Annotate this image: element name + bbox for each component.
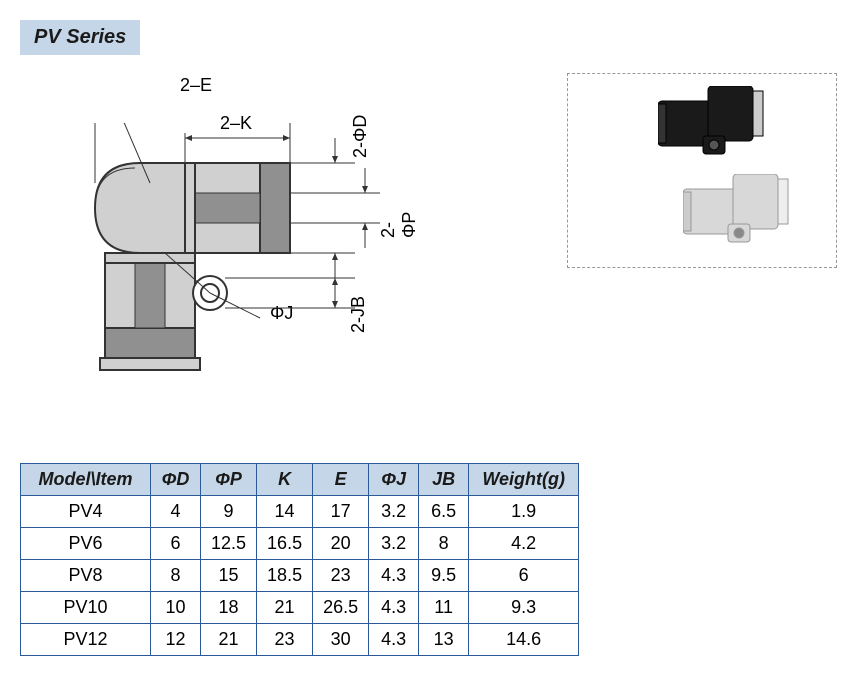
th-phid: ΦD xyxy=(151,464,201,496)
table-cell: 4.3 xyxy=(369,624,419,656)
table-cell: 1.9 xyxy=(469,496,579,528)
table-cell: 23 xyxy=(257,624,313,656)
table-cell: 18 xyxy=(201,592,257,624)
black-fitting-icon xyxy=(658,86,778,176)
table-cell: 4.3 xyxy=(369,592,419,624)
table-cell: 4.2 xyxy=(469,528,579,560)
table-cell: 8 xyxy=(151,560,201,592)
table-cell: 26.5 xyxy=(313,592,369,624)
product-photo-box xyxy=(567,73,837,268)
th-k: K xyxy=(257,464,313,496)
table-cell: 9.5 xyxy=(419,560,469,592)
table-cell: 18.5 xyxy=(257,560,313,592)
table-cell: 14.6 xyxy=(469,624,579,656)
table-cell: 21 xyxy=(201,624,257,656)
table-cell: 3.2 xyxy=(369,528,419,560)
spec-table: Model\Item ΦD ΦP K E ΦJ JB Weight(g) PV4… xyxy=(20,463,579,656)
table-cell: 4 xyxy=(151,496,201,528)
table-cell: 11 xyxy=(419,592,469,624)
table-cell: 10 xyxy=(151,592,201,624)
table-row: PV881518.5234.39.56 xyxy=(21,560,579,592)
table-row: PV12122123304.31314.6 xyxy=(21,624,579,656)
table-cell: PV4 xyxy=(21,496,151,528)
table-cell: 9 xyxy=(201,496,257,528)
table-cell: 3.2 xyxy=(369,496,419,528)
table-cell: 6 xyxy=(151,528,201,560)
elbow-schematic-icon xyxy=(80,123,380,403)
table-cell: 12 xyxy=(151,624,201,656)
th-phij: ΦJ xyxy=(369,464,419,496)
table-cell: 21 xyxy=(257,592,313,624)
top-area: 2–E 2–K 2-ΦD 2-ΦP ΦJ 2-JB xyxy=(20,63,837,393)
table-cell: 23 xyxy=(313,560,369,592)
table-row: PV44914173.26.51.9 xyxy=(21,496,579,528)
dim-label-2phip: 2-ΦP xyxy=(378,212,420,238)
table-cell: PV8 xyxy=(21,560,151,592)
table-row: PV6612.516.5203.284.2 xyxy=(21,528,579,560)
table-cell: 17 xyxy=(313,496,369,528)
table-cell: 8 xyxy=(419,528,469,560)
series-title: PV Series xyxy=(20,20,140,55)
table-cell: 4.3 xyxy=(369,560,419,592)
table-cell: 6 xyxy=(469,560,579,592)
grey-fitting-icon xyxy=(683,174,803,264)
table-cell: 15 xyxy=(201,560,257,592)
table-row: PV1010182126.54.3119.3 xyxy=(21,592,579,624)
th-model: Model\Item xyxy=(21,464,151,496)
table-cell: 9.3 xyxy=(469,592,579,624)
table-cell: 20 xyxy=(313,528,369,560)
table-cell: 13 xyxy=(419,624,469,656)
th-e: E xyxy=(313,464,369,496)
th-jb: JB xyxy=(419,464,469,496)
dim-label-2e: 2–E xyxy=(180,75,212,96)
table-cell: 14 xyxy=(257,496,313,528)
table-cell: 30 xyxy=(313,624,369,656)
table-cell: 6.5 xyxy=(419,496,469,528)
technical-diagram: 2–E 2–K 2-ΦD 2-ΦP ΦJ 2-JB xyxy=(20,63,400,393)
table-cell: PV12 xyxy=(21,624,151,656)
table-body: PV44914173.26.51.9PV6612.516.5203.284.2P… xyxy=(21,496,579,656)
table-cell: 16.5 xyxy=(257,528,313,560)
table-header-row: Model\Item ΦD ΦP K E ΦJ JB Weight(g) xyxy=(21,464,579,496)
th-phip: ΦP xyxy=(201,464,257,496)
table-cell: PV10 xyxy=(21,592,151,624)
table-cell: 12.5 xyxy=(201,528,257,560)
th-weight: Weight(g) xyxy=(469,464,579,496)
table-cell: PV6 xyxy=(21,528,151,560)
